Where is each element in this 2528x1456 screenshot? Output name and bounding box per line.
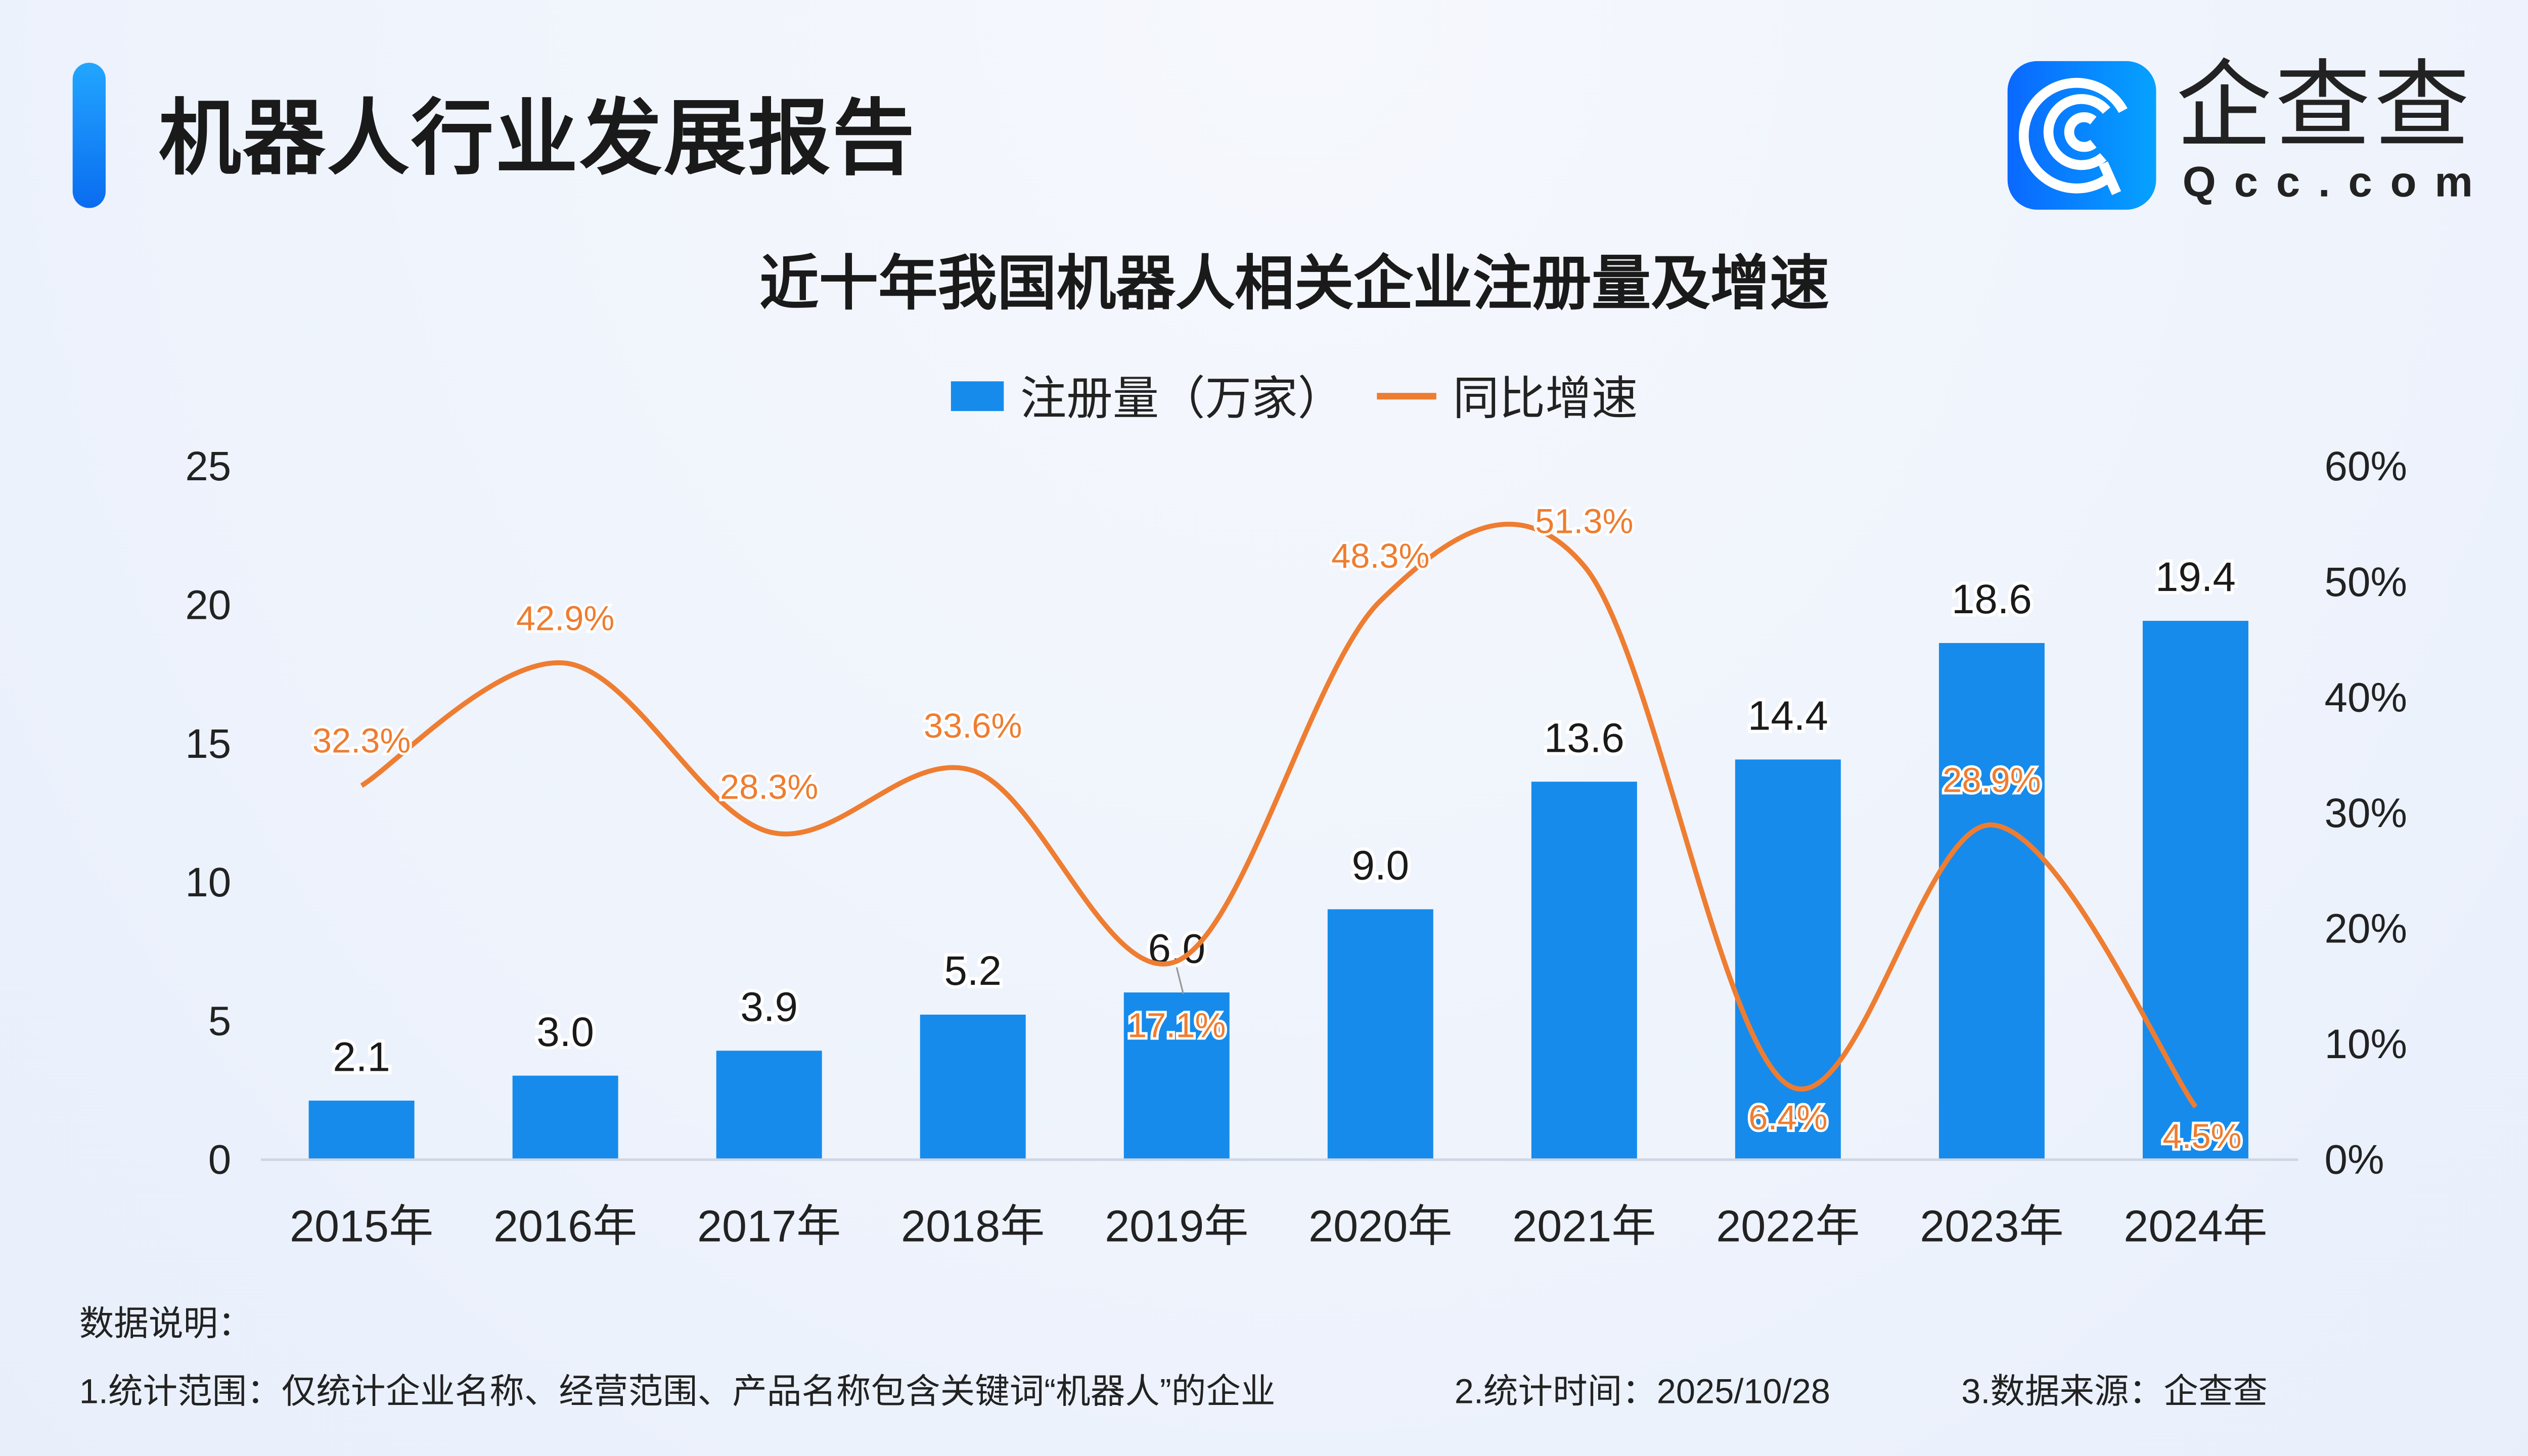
notes-item-2: 2.统计时间：2025/10/28 <box>1454 1373 1831 1412</box>
y-left-tick-label: 20 <box>185 582 231 628</box>
y-left-tick-label: 10 <box>185 859 231 905</box>
y-right-tick-label: 40% <box>2325 674 2407 720</box>
growth-value-label: 6.4% <box>1748 1098 1827 1137</box>
growth-value-label: 42.9% <box>516 599 614 638</box>
bar <box>920 1014 1026 1159</box>
growth-line <box>360 521 2198 1109</box>
y-left-tick-label: 25 <box>185 443 231 489</box>
growth-value-label: 17.1% <box>1127 1006 1226 1045</box>
bar <box>512 1075 618 1159</box>
chart-legend: 注册量（万家） 同比增速 <box>0 363 2528 429</box>
qcc-logo: 企查查 Qcc.com <box>2007 54 2487 210</box>
bar-value-label: 3.0 <box>536 1009 594 1055</box>
x-tick-label: 2020年 <box>1308 1201 1452 1251</box>
growth-value-label: 28.9% <box>1943 760 2041 799</box>
x-tick-label: 2015年 <box>290 1201 433 1251</box>
growth-value-label: 33.6% <box>924 706 1022 745</box>
legend-line-label: 同比增速 <box>1453 373 1638 425</box>
bar-value-label: 14.4 <box>1748 693 1828 739</box>
y-right-tick-label: 10% <box>2325 1021 2407 1067</box>
bar <box>2142 621 2248 1159</box>
x-tick-label: 2021年 <box>1512 1201 1656 1251</box>
x-tick-label: 2016年 <box>493 1201 637 1251</box>
notes-item-3: 3.数据来源：企查查 <box>1961 1373 2268 1412</box>
growth-value-label: 4.5% <box>2162 1117 2241 1156</box>
y-right-tick-label: 50% <box>2325 559 2407 605</box>
title-accent-bar <box>72 63 106 208</box>
x-tick-label: 2023年 <box>1920 1201 2063 1251</box>
legend-bar-swatch <box>951 381 1004 412</box>
qcc-logo-icon <box>2007 61 2156 210</box>
y-left-tick-label: 5 <box>208 998 231 1044</box>
bar-value-label: 3.9 <box>740 984 797 1030</box>
page-title: 机器人行业发展报告 <box>158 92 917 185</box>
x-tick-label: 2022年 <box>1716 1201 1860 1251</box>
growth-value-label: 28.3% <box>720 767 818 806</box>
bar <box>1327 909 1433 1159</box>
bar-value-label: 18.6 <box>1952 576 2032 622</box>
x-tick-label: 2017年 <box>697 1201 841 1251</box>
legend-bar-label: 注册量（万家） <box>1020 373 1344 425</box>
bar <box>1123 992 1230 1159</box>
x-tick-label: 2019年 <box>1105 1201 1248 1251</box>
bar <box>716 1051 822 1159</box>
y-left-tick-label: 15 <box>185 721 231 767</box>
growth-value-label: 32.3% <box>312 721 411 760</box>
logo-text-cn: 企查查 <box>2176 53 2473 160</box>
x-tick-label: 2024年 <box>2124 1201 2267 1251</box>
y-right-tick-label: 0% <box>2325 1137 2384 1183</box>
growth-value-label: 48.3% <box>1331 536 1429 575</box>
bar-value-label: 13.6 <box>1544 715 1624 761</box>
legend-line-swatch <box>1377 393 1436 400</box>
bar-value-label: 2.1 <box>333 1034 390 1080</box>
bar-value-label: 5.2 <box>944 948 1001 994</box>
bar-value-label: 19.4 <box>2155 554 2236 600</box>
x-tick-label: 2018年 <box>901 1201 1045 1251</box>
growth-value-label: 51.3% <box>1535 502 1633 540</box>
leader-line <box>1176 967 1184 994</box>
notes-item-1: 1.统计范围：仅统计企业名称、经营范围、产品名称包含关键词“机器人”的企业 <box>79 1373 1276 1412</box>
bar <box>308 1101 415 1159</box>
y-left-tick-label: 0 <box>208 1137 231 1183</box>
notes-heading: 数据说明： <box>79 1305 253 1344</box>
y-right-tick-label: 30% <box>2325 790 2407 836</box>
chart-title: 近十年我国机器人相关企业注册量及增速 <box>759 249 1829 317</box>
logo-text-en: Qcc.com <box>2182 157 2491 207</box>
bar <box>1531 782 1637 1159</box>
y-right-tick-label: 20% <box>2325 905 2407 951</box>
bar <box>1735 759 1841 1159</box>
bar <box>1938 643 2045 1159</box>
bar-value-label: 9.0 <box>1352 843 1409 889</box>
y-right-tick-label: 60% <box>2325 443 2407 489</box>
